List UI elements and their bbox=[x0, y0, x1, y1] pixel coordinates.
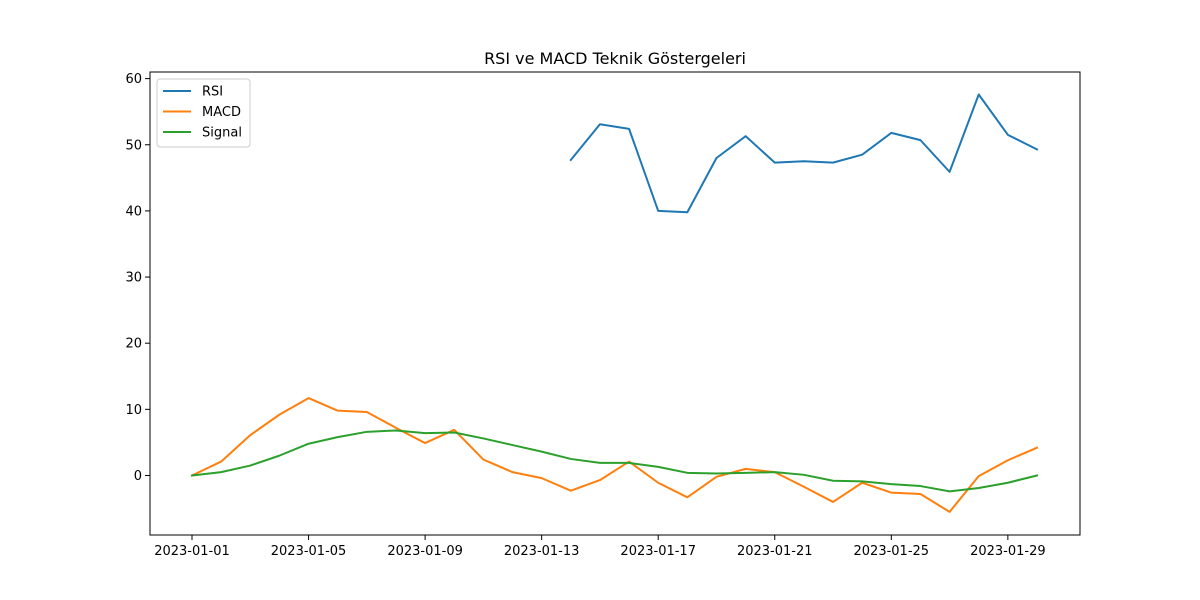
legend-box bbox=[156, 78, 251, 148]
y-tick-label: 10 bbox=[125, 403, 142, 418]
legend: RSI MACD Signal bbox=[156, 78, 251, 148]
x-tick-label: 2023-01-25 bbox=[854, 544, 930, 559]
y-axis: 0 10 20 30 40 50 60 bbox=[125, 72, 150, 484]
legend-label-rsi: RSI bbox=[202, 85, 223, 100]
series-line-macd bbox=[190, 397, 1039, 513]
series-layer bbox=[190, 93, 1039, 513]
x-tick-label: 2023-01-05 bbox=[271, 544, 347, 559]
y-tick-label: 60 bbox=[125, 72, 142, 87]
y-tick-label: 50 bbox=[125, 138, 142, 153]
y-tick-label: 40 bbox=[125, 204, 142, 219]
x-tick-label: 2023-01-13 bbox=[504, 544, 580, 559]
x-axis: 2023-01-01 2023-01-05 2023-01-09 2023-01-13… bbox=[154, 535, 1046, 559]
x-tick-label: 2023-01-21 bbox=[737, 544, 813, 559]
plot-frame bbox=[149, 71, 1081, 536]
y-tick-label: 30 bbox=[125, 271, 142, 286]
legend-label-signal: Signal bbox=[202, 126, 242, 141]
y-tick-label: 20 bbox=[125, 337, 142, 352]
y-tick-label: 0 bbox=[134, 469, 142, 484]
x-tick-label: 2023-01-17 bbox=[620, 544, 696, 559]
chart-title: RSI ve MACD Teknik Göstergeleri bbox=[484, 49, 746, 68]
series-line-signal bbox=[190, 429, 1039, 493]
x-tick-label: 2023-01-29 bbox=[970, 544, 1046, 559]
legend-label-macd: MACD bbox=[202, 105, 241, 120]
x-tick-label: 2023-01-01 bbox=[154, 544, 230, 559]
x-tick-label: 2023-01-09 bbox=[387, 544, 463, 559]
